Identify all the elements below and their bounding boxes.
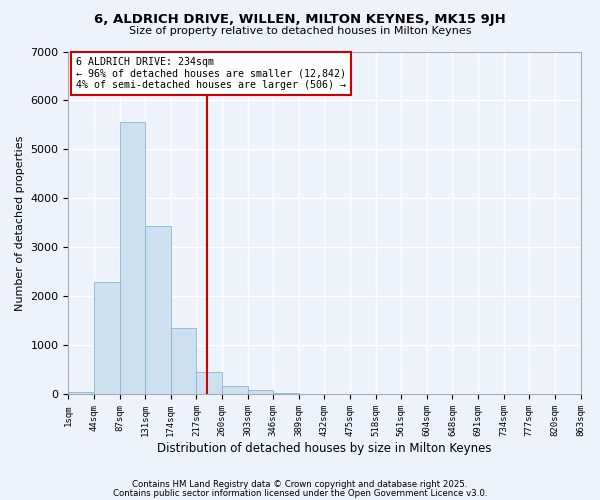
Bar [171, 328, 196, 394]
Bar [222, 386, 248, 394]
Text: Contains public sector information licensed under the Open Government Licence v3: Contains public sector information licen… [113, 488, 487, 498]
Y-axis label: Number of detached properties: Number of detached properties [15, 136, 25, 310]
X-axis label: Distribution of detached houses by size in Milton Keynes: Distribution of detached houses by size … [157, 442, 492, 455]
Bar [145, 226, 171, 394]
Text: 6 ALDRICH DRIVE: 234sqm
← 96% of detached houses are smaller (12,842)
4% of semi: 6 ALDRICH DRIVE: 234sqm ← 96% of detache… [76, 56, 346, 90]
Bar [196, 372, 222, 394]
Text: Contains HM Land Registry data © Crown copyright and database right 2025.: Contains HM Land Registry data © Crown c… [132, 480, 468, 489]
Bar [119, 122, 145, 394]
Text: Size of property relative to detached houses in Milton Keynes: Size of property relative to detached ho… [129, 26, 471, 36]
Bar [273, 393, 299, 394]
Text: 6, ALDRICH DRIVE, WILLEN, MILTON KEYNES, MK15 9JH: 6, ALDRICH DRIVE, WILLEN, MILTON KEYNES,… [94, 12, 506, 26]
Bar [248, 390, 273, 394]
Bar [94, 282, 119, 395]
Bar [68, 392, 94, 394]
